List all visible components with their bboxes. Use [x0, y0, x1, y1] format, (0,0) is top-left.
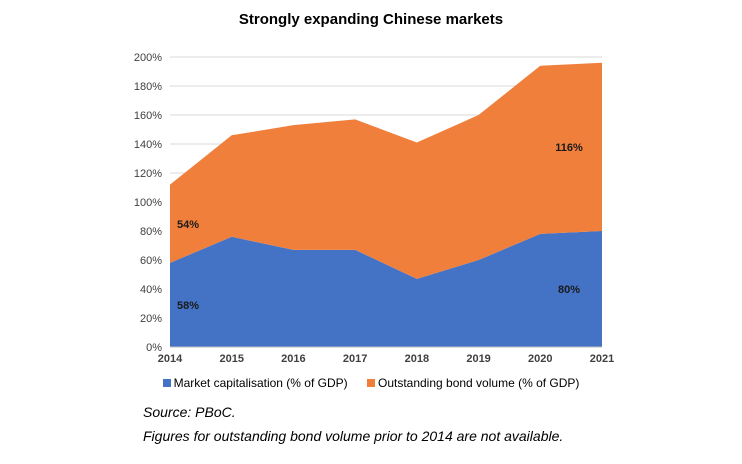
y-tick-label: 0%	[146, 342, 162, 354]
source-note: Source: PBoC.	[143, 404, 236, 420]
y-tick-label: 20%	[140, 313, 162, 325]
footnote: Figures for outstanding bond volume prio…	[143, 428, 564, 444]
data-label: 116%	[555, 142, 583, 154]
y-tick-label: 180%	[134, 81, 162, 93]
y-tick-label: 40%	[140, 284, 162, 296]
legend-item-bond-volume: Outstanding bond volume (% of GDP)	[366, 376, 580, 390]
y-tick-label: 60%	[140, 255, 162, 267]
x-tick-label: 2018	[405, 353, 429, 365]
y-tick-label: 100%	[134, 197, 162, 209]
data-label: 80%	[558, 284, 580, 296]
y-tick-label: 200%	[134, 52, 162, 64]
legend-label: Outstanding bond volume (% of GDP)	[377, 376, 580, 390]
area-series-0	[170, 231, 602, 347]
x-tick-label: 2020	[528, 353, 552, 365]
legend-label: Market capitalisation (% of GDP)	[173, 376, 348, 390]
x-tick-label: 2017	[343, 353, 367, 365]
legend-swatch	[366, 379, 375, 387]
legend-swatch	[162, 379, 171, 387]
y-tick-label: 160%	[134, 110, 162, 122]
x-tick-label: 2016	[281, 353, 305, 365]
x-tick-label: 2014	[158, 353, 183, 365]
y-tick-label: 120%	[134, 168, 162, 180]
y-tick-label: 80%	[140, 226, 162, 238]
area-chart: 0% 20% 40% 60% 80% 100% 120% 140% 160% 180% 200% 20…	[134, 52, 614, 365]
x-tick-label: 2019	[466, 353, 490, 365]
y-tick-label: 140%	[134, 139, 162, 151]
legend: Market capitalisation (% of GDP) Outstan…	[0, 376, 742, 390]
x-tick-label: 2015	[219, 353, 243, 365]
chart-title: Strongly expanding Chinese markets	[238, 11, 504, 28]
x-tick-label: 2021	[590, 353, 614, 365]
data-label: 54%	[177, 219, 199, 231]
data-label: 58%	[177, 300, 199, 312]
legend-item-market-cap: Market capitalisation (% of GDP)	[162, 376, 348, 390]
area-series-1	[170, 62, 602, 279]
